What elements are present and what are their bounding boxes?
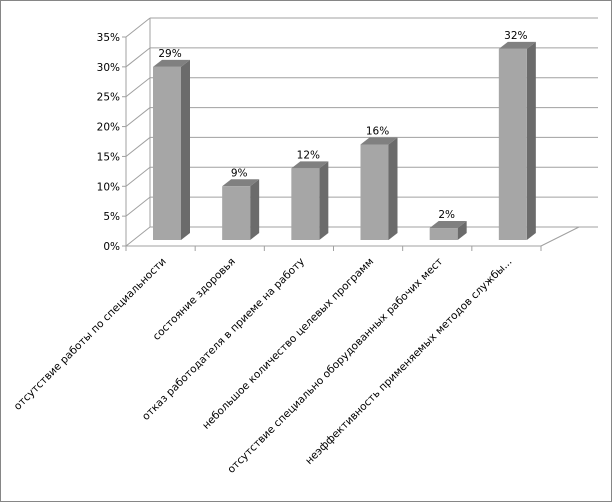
bar-top — [429, 221, 467, 229]
bar-top — [498, 41, 536, 49]
bar-group: 9% — [222, 167, 260, 240]
y-tick-label: 35% — [97, 32, 120, 44]
y-tick-label: 20% — [97, 122, 120, 134]
data-label: 9% — [231, 167, 248, 179]
bar-side — [457, 221, 467, 240]
side-gridline — [125, 226, 151, 247]
data-label: 32% — [504, 30, 527, 42]
side-gridline — [125, 137, 151, 157]
y-tick-label: 30% — [97, 62, 120, 74]
bar-group: 29% — [153, 48, 190, 241]
bar-side — [250, 179, 260, 240]
side-gridline — [125, 166, 151, 187]
y-tick-label: 10% — [97, 181, 120, 193]
bar — [222, 186, 251, 240]
y-tick-label: 25% — [97, 92, 120, 104]
y-tick-label: 5% — [103, 211, 120, 223]
side-gridline — [125, 47, 151, 68]
floor-edge — [540, 226, 580, 247]
bar — [153, 66, 181, 240]
y-tick-label: 0% — [103, 241, 120, 253]
bar-top — [291, 161, 329, 169]
bar — [291, 168, 320, 240]
bar-group: 16% — [360, 125, 398, 240]
data-label: 16% — [366, 125, 389, 137]
side-gridline — [125, 107, 151, 127]
bar — [498, 48, 527, 240]
side-gridline — [125, 196, 151, 217]
bar-top — [222, 179, 260, 187]
bar-side — [526, 41, 536, 240]
data-label: 12% — [297, 149, 320, 161]
bar-group: 2% — [429, 209, 467, 240]
bar-top — [153, 59, 190, 67]
side-gridline — [125, 17, 151, 38]
bar-side — [319, 161, 329, 240]
bar-group: 12% — [291, 149, 329, 240]
y-tick-label: 15% — [97, 151, 120, 163]
bar — [429, 228, 458, 240]
data-label: 29% — [158, 48, 181, 60]
data-label: 2% — [438, 209, 455, 221]
bar-group: 32% — [498, 30, 536, 240]
bar — [360, 144, 389, 240]
side-gridline — [125, 77, 151, 98]
bar-side — [388, 137, 398, 240]
bar-top — [360, 137, 398, 145]
bar-side — [181, 59, 190, 241]
